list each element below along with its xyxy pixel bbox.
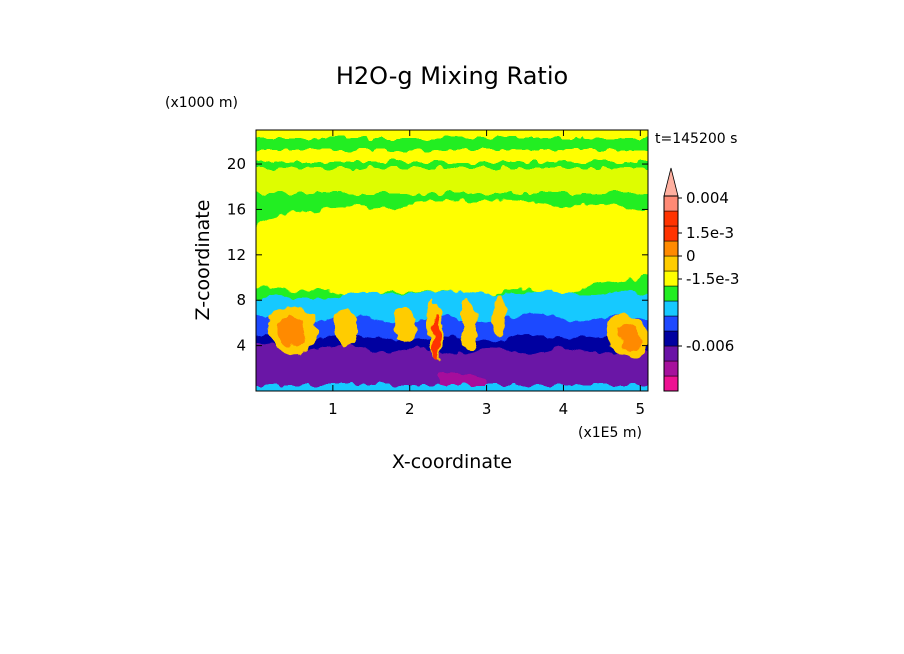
colorbar-label: -1.5e-3 xyxy=(686,270,739,288)
y-tick-label: 16 xyxy=(227,200,246,218)
colorbar-segment xyxy=(663,315,679,332)
upper-yellow-band xyxy=(256,150,648,162)
colorbar-segment xyxy=(663,195,679,212)
moist-plume xyxy=(462,298,478,351)
x-axis-ticks: 1 2 3 4 5 xyxy=(328,130,645,418)
colorbar-segment xyxy=(663,375,679,392)
x-axis-label: X-coordinate xyxy=(392,451,512,473)
colorbar-segment xyxy=(663,240,679,257)
colorbar-segment xyxy=(663,270,679,287)
surface-band xyxy=(256,385,648,391)
moist-plumes xyxy=(267,294,648,361)
moist-plume xyxy=(618,324,642,352)
colorbar-label: -0.006 xyxy=(686,337,734,355)
colorbar-label: 0 xyxy=(686,247,696,265)
colorbar: 0.004 1.5e-3 0 -1.5e-3 -0.006 xyxy=(663,167,739,392)
time-label: t=145200 s xyxy=(655,131,737,147)
y-axis-label: Z-coordinate xyxy=(192,200,214,321)
colorbar-extend-arrow xyxy=(663,167,679,197)
x-tick-label: 2 xyxy=(405,400,415,418)
moist-plume xyxy=(493,294,506,337)
x-tick-label: 1 xyxy=(328,400,338,418)
y-tick-label: 8 xyxy=(236,291,246,309)
y-unit-label: (x1000 m) xyxy=(165,95,238,111)
colorbar-segment xyxy=(663,225,679,242)
heatmap-field xyxy=(256,130,648,391)
y-axis-ticks: 4 8 12 16 20 xyxy=(227,155,648,355)
colorbar-frame xyxy=(663,195,679,392)
moist-plume xyxy=(277,317,307,347)
x-tick-label: 5 xyxy=(636,400,646,418)
moist-plume xyxy=(432,314,440,361)
upper-yellow-band xyxy=(256,130,648,138)
colorbar-segment xyxy=(663,300,679,317)
upper-yellow-band xyxy=(256,168,648,193)
chart-title: H2O-g Mixing Ratio xyxy=(336,62,568,90)
moist-plume xyxy=(394,305,416,343)
colorbar-label: 0.004 xyxy=(686,189,729,207)
colorbar-segment xyxy=(663,255,679,272)
colorbar-segment xyxy=(663,210,679,227)
plot-frame xyxy=(255,129,649,392)
y-tick-label: 4 xyxy=(236,337,246,355)
y-tick-label: 20 xyxy=(227,155,246,173)
colorbar-label: 1.5e-3 xyxy=(686,224,734,242)
colorbar-segment xyxy=(663,360,679,377)
upper-yellow-cloud xyxy=(256,199,648,296)
y-tick-label: 12 xyxy=(227,246,246,264)
moist-plume xyxy=(334,309,358,348)
x-tick-label: 4 xyxy=(559,400,569,418)
x-tick-label: 3 xyxy=(482,400,492,418)
colorbar-segment xyxy=(663,285,679,302)
purple-dry-layer xyxy=(256,343,648,391)
x-unit-label: (x1E5 m) xyxy=(578,425,642,441)
colorbar-segment xyxy=(663,345,679,362)
colorbar-segment xyxy=(663,330,679,347)
